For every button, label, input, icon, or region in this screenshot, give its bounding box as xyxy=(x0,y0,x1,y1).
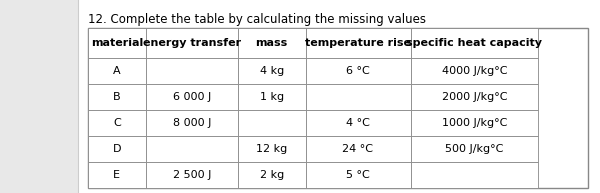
Bar xyxy=(88,162,146,188)
Bar xyxy=(410,110,538,136)
Bar xyxy=(146,136,238,162)
Bar xyxy=(146,84,238,110)
Bar xyxy=(0,0,78,193)
Text: A: A xyxy=(113,66,121,76)
Text: 2 kg: 2 kg xyxy=(260,170,284,180)
Bar xyxy=(410,28,538,58)
Bar xyxy=(88,28,588,188)
Text: 8 000 J: 8 000 J xyxy=(173,118,211,128)
Bar xyxy=(238,58,305,84)
Bar xyxy=(238,162,305,188)
Text: 2000 J/kg°C: 2000 J/kg°C xyxy=(442,92,507,102)
Bar xyxy=(238,136,305,162)
Text: energy transfer: energy transfer xyxy=(143,38,241,48)
Bar xyxy=(410,136,538,162)
Text: temperature rise: temperature rise xyxy=(305,38,411,48)
Text: 2 500 J: 2 500 J xyxy=(173,170,211,180)
Text: 6 000 J: 6 000 J xyxy=(173,92,211,102)
Text: D: D xyxy=(113,144,121,154)
Text: 24 °C: 24 °C xyxy=(343,144,373,154)
Bar xyxy=(88,58,146,84)
Text: 1 kg: 1 kg xyxy=(260,92,284,102)
Text: 1000 J/kg°C: 1000 J/kg°C xyxy=(442,118,507,128)
Text: material: material xyxy=(91,38,143,48)
Bar xyxy=(88,28,146,58)
Bar xyxy=(305,58,410,84)
Text: 4 °C: 4 °C xyxy=(346,118,370,128)
Text: 5 °C: 5 °C xyxy=(346,170,370,180)
Bar xyxy=(146,28,238,58)
Bar xyxy=(88,84,146,110)
Text: 4 kg: 4 kg xyxy=(260,66,284,76)
Bar xyxy=(410,84,538,110)
Bar xyxy=(238,110,305,136)
Bar xyxy=(88,110,146,136)
Bar xyxy=(305,28,410,58)
Bar xyxy=(238,28,305,58)
Bar xyxy=(146,58,238,84)
Text: 12 kg: 12 kg xyxy=(256,144,287,154)
Bar xyxy=(410,162,538,188)
Text: mass: mass xyxy=(256,38,288,48)
Bar xyxy=(305,162,410,188)
Text: C: C xyxy=(113,118,121,128)
Bar xyxy=(305,84,410,110)
Text: 500 J/kg°C: 500 J/kg°C xyxy=(445,144,503,154)
Bar xyxy=(305,110,410,136)
Text: 4000 J/kg°C: 4000 J/kg°C xyxy=(442,66,507,76)
Bar xyxy=(146,162,238,188)
Text: specific heat capacity: specific heat capacity xyxy=(406,38,542,48)
Bar xyxy=(305,136,410,162)
Bar xyxy=(410,58,538,84)
Bar xyxy=(146,110,238,136)
Bar xyxy=(238,84,305,110)
Text: 6 °C: 6 °C xyxy=(346,66,370,76)
Text: B: B xyxy=(113,92,121,102)
Bar xyxy=(88,136,146,162)
Text: E: E xyxy=(113,170,120,180)
Text: 12. Complete the table by calculating the missing values: 12. Complete the table by calculating th… xyxy=(88,13,426,25)
